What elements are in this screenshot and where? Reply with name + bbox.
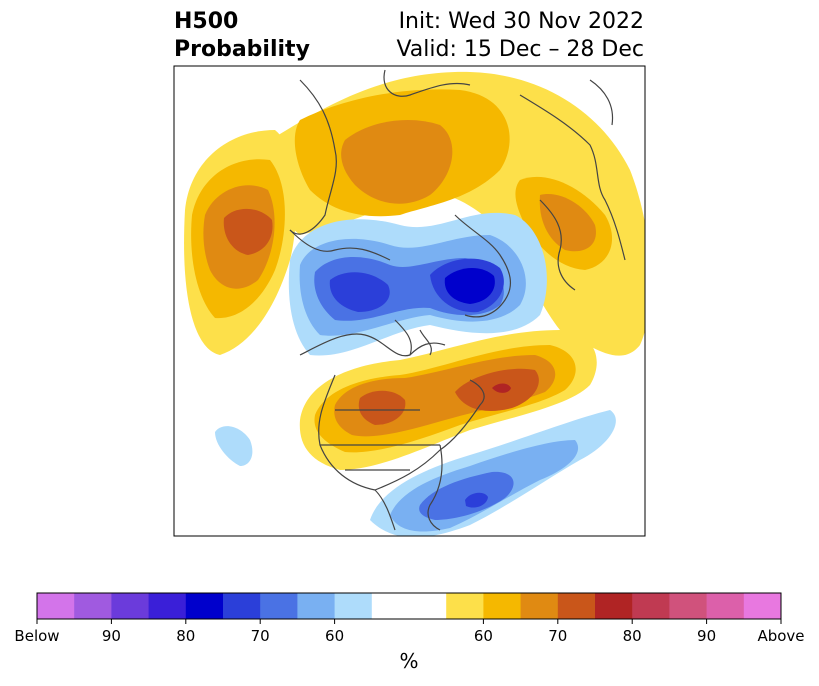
colorbar-swatch	[743, 593, 782, 619]
colorbar-swatch	[669, 593, 708, 619]
colorbar-swatches	[37, 593, 782, 619]
title-left: H500 Probability	[174, 8, 310, 64]
above-field-arctic-70	[341, 120, 453, 204]
colorbar-swatch	[185, 593, 224, 619]
above-field-pacific-80	[223, 208, 273, 255]
colorbar-swatch	[334, 593, 373, 619]
colorbar-unit-label: %	[399, 649, 418, 673]
colorbar-swatch	[111, 593, 150, 619]
above-field-canada-80	[358, 390, 406, 425]
colorbar-tick-label: Below	[14, 627, 59, 645]
colorbar-swatch	[371, 593, 410, 619]
colorbar-swatch	[37, 593, 75, 619]
colorbar-swatch	[148, 593, 187, 619]
colorbar-swatch	[632, 593, 670, 619]
above-field-atlantic-90	[492, 383, 511, 393]
title-type: Probability	[174, 37, 310, 62]
colorbar-frame	[36, 592, 782, 620]
below-field-canada-80	[329, 272, 390, 312]
colorbar-swatch	[483, 593, 522, 619]
below-field-central-pacific	[215, 426, 253, 466]
colorbar-swatch	[409, 593, 447, 619]
below-field-se-us-70	[419, 471, 514, 520]
colorbar-swatch	[260, 593, 298, 619]
colorbar-tick-label: 90	[697, 627, 716, 645]
colorbar-tick-label: 90	[102, 627, 121, 645]
below-field-se-us-80	[465, 492, 488, 508]
colorbar-swatch	[74, 593, 112, 619]
below-field-greenland-90	[444, 267, 495, 304]
colorbar-swatch	[223, 593, 261, 619]
above-field-siberia-70	[539, 194, 596, 252]
colorbar-tick-label: 80	[623, 627, 642, 645]
map-frame	[173, 65, 646, 537]
coastlines	[289, 69, 626, 531]
title-right: Init: Wed 30 Nov 2022 Valid: 15 Dec – 28…	[396, 8, 644, 64]
colorbar-tick-label: 70	[251, 627, 270, 645]
colorbar-tick-label: 70	[548, 627, 567, 645]
valid-range: Valid: 15 Dec – 28 Dec	[396, 37, 644, 62]
colorbar-ticks: Below 90 80 70 60 60 70 80 90 Above	[14, 619, 805, 645]
colorbar-swatch	[595, 593, 633, 619]
colorbar-swatch	[706, 593, 745, 619]
colorbar-swatch	[446, 593, 484, 619]
colorbar-tick-label: 80	[176, 627, 195, 645]
colorbar-tick-label: Above	[757, 627, 804, 645]
colorbar-swatch	[297, 593, 336, 619]
title-variable: H500	[174, 9, 239, 34]
colorbar-swatch	[557, 593, 596, 619]
colorbar-tick-label: 60	[474, 627, 493, 645]
anomaly-fields	[174, 66, 645, 536]
colorbar-tick-label: 60	[325, 627, 344, 645]
colorbar-swatch	[520, 593, 559, 619]
init-date: Init: Wed 30 Nov 2022	[398, 9, 644, 34]
